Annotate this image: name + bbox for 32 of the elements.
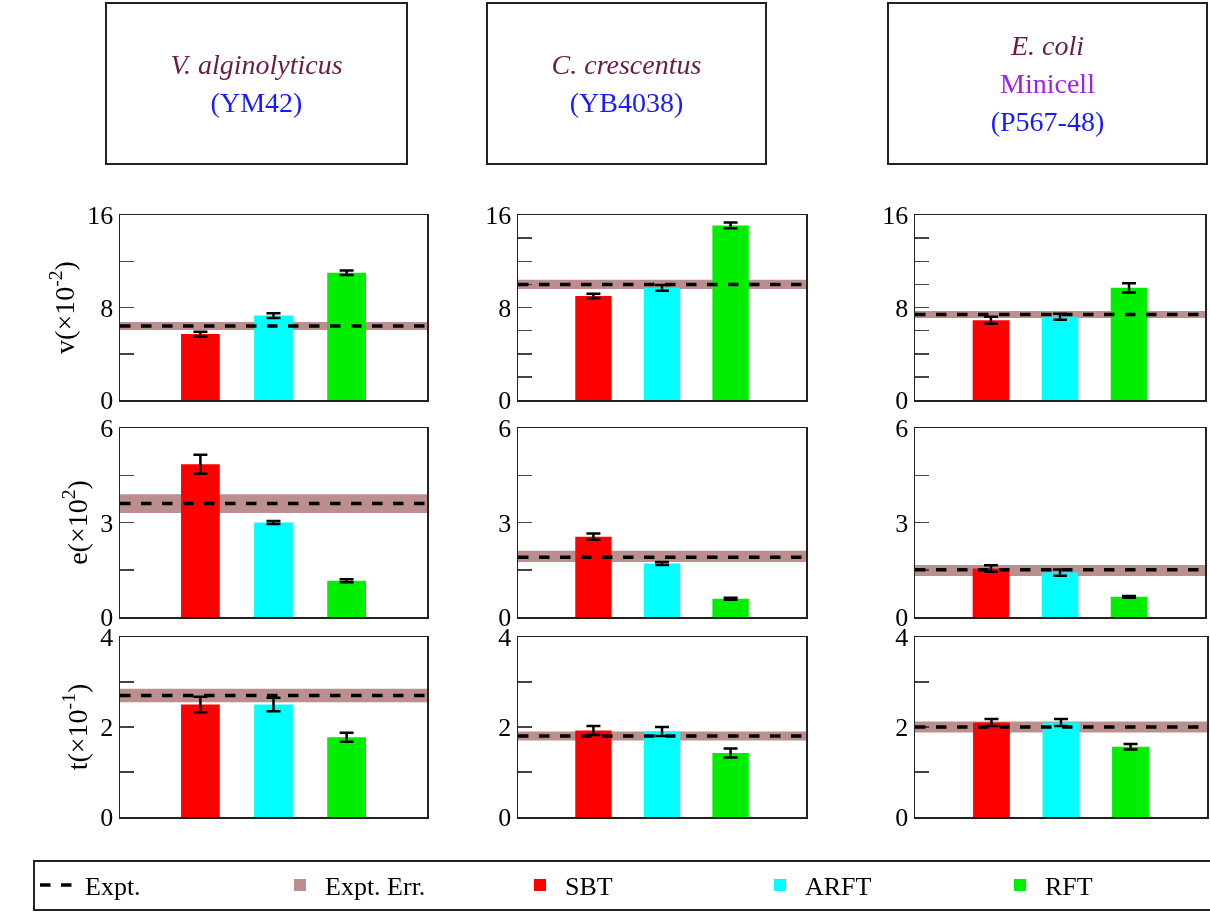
y-tick-label: 0 (498, 386, 512, 416)
legend-label: RFT (1045, 872, 1093, 902)
y-tick-label: 8 (100, 293, 114, 323)
chart-title: C. crescentus (550, 47, 703, 82)
chart-subtitle: Minicell (P567-48) (989, 66, 1106, 139)
legend-label: Expt. Err. (325, 872, 426, 902)
y-tick-label: 0 (100, 386, 114, 416)
y-tick-label: 16 (882, 201, 909, 231)
chart-subtitle: (YB4038) (568, 85, 685, 120)
y-tick-label: 16 (87, 201, 114, 231)
y-tick-label: 0 (895, 386, 909, 416)
y-tick-label: 2 (498, 713, 512, 743)
legend-label: SBT (565, 872, 613, 902)
y-tick-label: 3 (895, 508, 909, 538)
y-tick-label: 2 (895, 713, 909, 743)
y-tick-label: 0 (895, 803, 909, 833)
chart-title: V. alginolyticus (169, 47, 344, 82)
y-tick-label: 8 (895, 293, 909, 323)
y-tick-label: 6 (100, 414, 114, 444)
y-tick-label: 0 (498, 803, 512, 833)
y-tick-label: 2 (100, 713, 114, 743)
y-tick-label: 6 (895, 414, 909, 444)
y-tick-label: 8 (498, 293, 512, 323)
legend-label: ARFT (805, 872, 872, 902)
y-tick-label: 3 (100, 508, 114, 538)
legend-label: Expt. (85, 872, 141, 902)
chart-title: E. coli (1009, 28, 1086, 63)
y-tick-label: 16 (485, 201, 512, 231)
y-tick-label: 3 (498, 508, 512, 538)
chart-subtitle: (YM42) (209, 85, 304, 120)
y-tick-label: 0 (100, 803, 114, 833)
y-tick-label: 6 (498, 414, 512, 444)
